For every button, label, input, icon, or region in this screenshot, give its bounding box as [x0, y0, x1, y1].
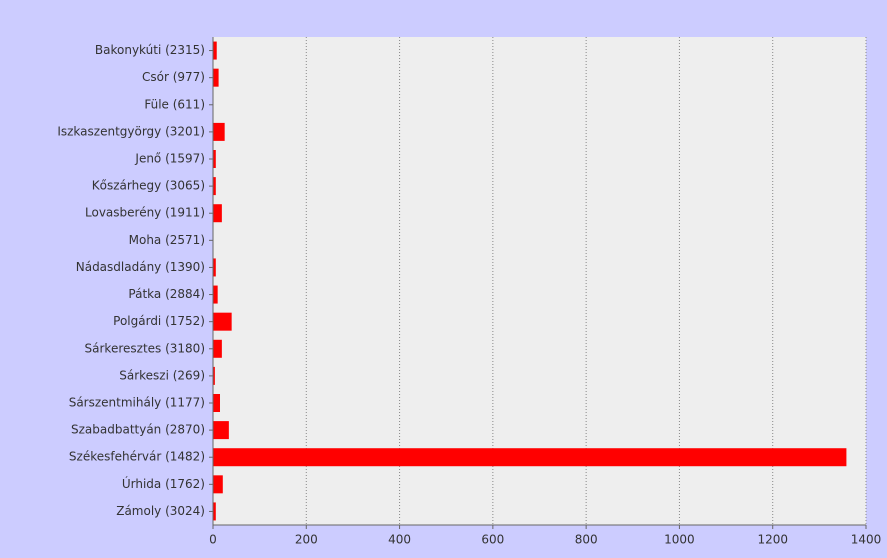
y-tick-label: Sárkeszi (269) [119, 368, 205, 382]
y-tick-label: Csór (977) [142, 70, 205, 84]
y-tick-label: Úrhida (1762) [122, 476, 205, 491]
bar [213, 502, 216, 521]
bar [213, 285, 218, 304]
x-tick-label: 200 [295, 533, 318, 547]
y-tick-label: Székesfehérvár (1482) [69, 450, 205, 464]
bar [213, 312, 232, 331]
y-tick-label: Pátka (2884) [128, 287, 205, 301]
y-tick-label: Sárszentmihály (1177) [69, 396, 205, 410]
bar [213, 366, 215, 385]
bar [213, 68, 219, 87]
y-tick-label: Nádasdladány (1390) [76, 260, 205, 274]
bar [213, 177, 216, 196]
y-tick-label: Iszkaszentgyörgy (3201) [57, 124, 205, 138]
x-tick-label: 800 [575, 533, 598, 547]
bar [213, 150, 216, 168]
bar [213, 475, 223, 494]
bar [213, 448, 847, 467]
y-tick-label: Sárkeresztes (3180) [85, 341, 205, 355]
y-tick-label: Kőszárhegy (3065) [92, 179, 205, 193]
x-tick-label: 600 [481, 533, 504, 547]
y-tick-label: Füle (611) [144, 97, 205, 111]
y-tick-label: Zámoly (3024) [116, 504, 205, 518]
bar [213, 258, 216, 277]
y-tick-label: Moha (2571) [129, 233, 205, 247]
bar [213, 394, 220, 412]
x-tick-label: 1000 [664, 533, 695, 547]
plot-area [213, 37, 866, 525]
bar [213, 339, 222, 358]
x-tick-label: 0 [209, 533, 217, 547]
y-tick-label: Szabadbattyán (2870) [71, 423, 205, 437]
x-tick-label: 1200 [757, 533, 788, 547]
bar [213, 204, 222, 223]
y-tick-label: Bakonykúti (2315) [95, 43, 205, 57]
y-tick-label: Jenő (1597) [134, 152, 205, 166]
x-tick-label: 1400 [851, 533, 882, 547]
y-tick-label: Polgárdi (1752) [113, 314, 205, 328]
bar [213, 122, 225, 141]
bar [213, 41, 217, 60]
x-tick-label: 400 [388, 533, 411, 547]
bar [213, 421, 229, 440]
y-tick-label: Lovasberény (1911) [85, 206, 205, 220]
